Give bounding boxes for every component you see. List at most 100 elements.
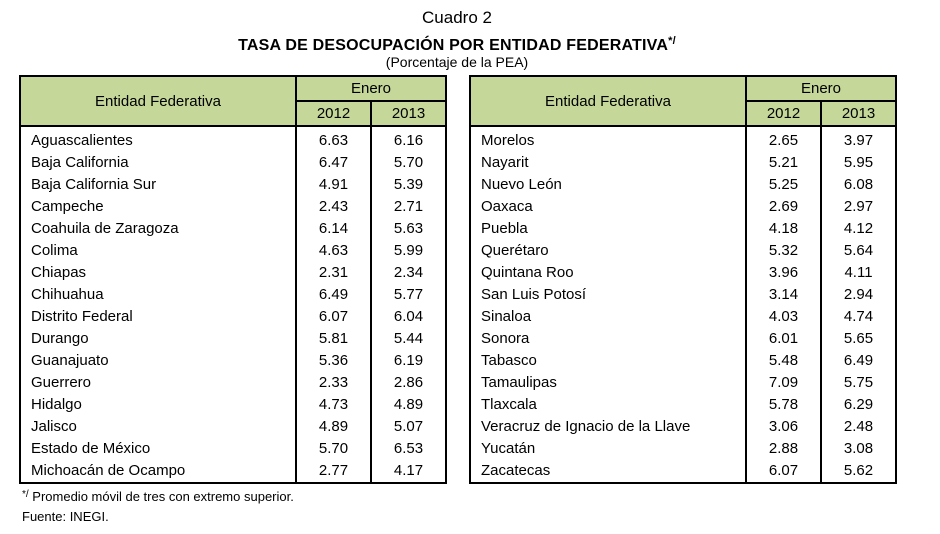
- entity-name-cell: Aguascalientes: [19, 126, 297, 152]
- value-2012-cell: 2.43: [295, 196, 372, 218]
- entity-name-cell: Coahuila de Zaragoza: [19, 218, 297, 240]
- value-2012-cell: 6.14: [295, 218, 372, 240]
- value-2013-cell: 5.39: [370, 174, 447, 196]
- period-header: Enero: [295, 75, 447, 102]
- table-row: Estado de México 5.70 6.53: [19, 438, 447, 460]
- value-2012-cell: 6.07: [295, 306, 372, 328]
- right-table-body: Morelos 2.65 3.97 Nayarit 5.21 5.95 Nuevo León…: [469, 126, 897, 484]
- entity-name-cell: Chihuahua: [19, 284, 297, 306]
- table-row: Sonora 6.01 5.65: [469, 328, 897, 350]
- value-2012-cell: 5.25: [745, 174, 822, 196]
- year-2013-header: 2013: [820, 100, 897, 127]
- value-2013-cell: 3.97: [820, 126, 897, 152]
- value-2013-cell: 5.77: [370, 284, 447, 306]
- value-2012-cell: 3.14: [745, 284, 822, 306]
- table-row: Zacatecas 6.07 5.62: [469, 460, 897, 484]
- table-row: Durango 5.81 5.44: [19, 328, 447, 350]
- value-2012-cell: 3.96: [745, 262, 822, 284]
- value-2012-cell: 6.47: [295, 152, 372, 174]
- value-2012-cell: 3.06: [745, 416, 822, 438]
- value-2013-cell: 2.97: [820, 196, 897, 218]
- entity-name-cell: Morelos: [469, 126, 747, 152]
- table-row: San Luis Potosí 3.14 2.94: [469, 284, 897, 306]
- entity-name-cell: Colima: [19, 240, 297, 262]
- entity-name-cell: Nayarit: [469, 152, 747, 174]
- entity-name-cell: San Luis Potosí: [469, 284, 747, 306]
- value-2012-cell: 6.01: [745, 328, 822, 350]
- value-2012-cell: 2.33: [295, 372, 372, 394]
- entity-name-cell: Oaxaca: [469, 196, 747, 218]
- table-row: Coahuila de Zaragoza 6.14 5.63: [19, 218, 447, 240]
- table-row: Tabasco 5.48 6.49: [469, 350, 897, 372]
- value-2012-cell: 4.73: [295, 394, 372, 416]
- entity-name-cell: Hidalgo: [19, 394, 297, 416]
- entity-name-cell: Puebla: [469, 218, 747, 240]
- value-2013-cell: 2.94: [820, 284, 897, 306]
- value-2013-cell: 5.44: [370, 328, 447, 350]
- value-2013-cell: 6.04: [370, 306, 447, 328]
- entity-name-cell: Estado de México: [19, 438, 297, 460]
- table-row: Veracruz de Ignacio de la Llave 3.06 2.48: [469, 416, 897, 438]
- entity-name-cell: Campeche: [19, 196, 297, 218]
- table-row: Yucatán 2.88 3.08: [469, 438, 897, 460]
- value-2012-cell: 5.48: [745, 350, 822, 372]
- value-2013-cell: 4.12: [820, 218, 897, 240]
- entity-name-cell: Sinaloa: [469, 306, 747, 328]
- value-2013-cell: 5.07: [370, 416, 447, 438]
- entity-name-cell: Tamaulipas: [469, 372, 747, 394]
- value-2012-cell: 4.91: [295, 174, 372, 196]
- value-2013-cell: 6.19: [370, 350, 447, 372]
- value-2012-cell: 2.77: [295, 460, 372, 484]
- entity-name-cell: Baja California: [19, 152, 297, 174]
- value-2013-cell: 6.29: [820, 394, 897, 416]
- value-2013-cell: 5.64: [820, 240, 897, 262]
- footnote-text: Promedio móvil de tres con extremo super…: [28, 489, 294, 504]
- table-row: Chihuahua 6.49 5.77: [19, 284, 447, 306]
- value-2013-cell: 5.63: [370, 218, 447, 240]
- value-2013-cell: 6.49: [820, 350, 897, 372]
- table-caption: Cuadro 2: [422, 8, 492, 27]
- table-row: Quintana Roo 3.96 4.11: [469, 262, 897, 284]
- entity-name-cell: Michoacán de Ocampo: [19, 460, 297, 484]
- value-2013-cell: 2.71: [370, 196, 447, 218]
- year-2012-header: 2012: [295, 100, 372, 127]
- entity-name-cell: Zacatecas: [469, 460, 747, 484]
- table-row: Nayarit 5.21 5.95: [469, 152, 897, 174]
- entity-name-cell: Yucatán: [469, 438, 747, 460]
- table-title-text: TASA DE DESOCUPACIÓN POR ENTIDAD FEDERAT…: [238, 37, 669, 54]
- entity-name-cell: Distrito Federal: [19, 306, 297, 328]
- value-2013-cell: 5.95: [820, 152, 897, 174]
- period-header: Enero: [745, 75, 897, 102]
- value-2013-cell: 5.62: [820, 460, 897, 484]
- value-2013-cell: 6.08: [820, 174, 897, 196]
- value-2013-cell: 3.08: [820, 438, 897, 460]
- value-2012-cell: 4.03: [745, 306, 822, 328]
- table-row: Guerrero 2.33 2.86: [19, 372, 447, 394]
- value-2013-cell: 2.86: [370, 372, 447, 394]
- entity-name-cell: Tlaxcala: [469, 394, 747, 416]
- value-2012-cell: 5.70: [295, 438, 372, 460]
- right-table: Entidad Federativa Enero 2012 2013 Morel…: [469, 75, 897, 484]
- table-row: Morelos 2.65 3.97: [469, 126, 897, 152]
- table-row: Michoacán de Ocampo 2.77 4.17: [19, 460, 447, 484]
- value-2012-cell: 2.69: [745, 196, 822, 218]
- table-row: Tamaulipas 7.09 5.75: [469, 372, 897, 394]
- table-row: Querétaro 5.32 5.64: [469, 240, 897, 262]
- source-note: Fuente: INEGI.: [22, 509, 109, 524]
- value-2012-cell: 2.88: [745, 438, 822, 460]
- value-2013-cell: 2.34: [370, 262, 447, 284]
- entity-name-cell: Chiapas: [19, 262, 297, 284]
- table-row: Baja California 6.47 5.70: [19, 152, 447, 174]
- value-2012-cell: 6.63: [295, 126, 372, 152]
- value-2013-cell: 5.99: [370, 240, 447, 262]
- entity-name-cell: Querétaro: [469, 240, 747, 262]
- value-2012-cell: 5.78: [745, 394, 822, 416]
- table-row: Nuevo León 5.25 6.08: [469, 174, 897, 196]
- value-2013-cell: 4.17: [370, 460, 447, 484]
- value-2012-cell: 5.32: [745, 240, 822, 262]
- value-2013-cell: 6.53: [370, 438, 447, 460]
- table-units: (Porcentaje de la PEA): [385, 54, 529, 70]
- table-row: Baja California Sur 4.91 5.39: [19, 174, 447, 196]
- value-2012-cell: 2.65: [745, 126, 822, 152]
- year-2013-header: 2013: [370, 100, 447, 127]
